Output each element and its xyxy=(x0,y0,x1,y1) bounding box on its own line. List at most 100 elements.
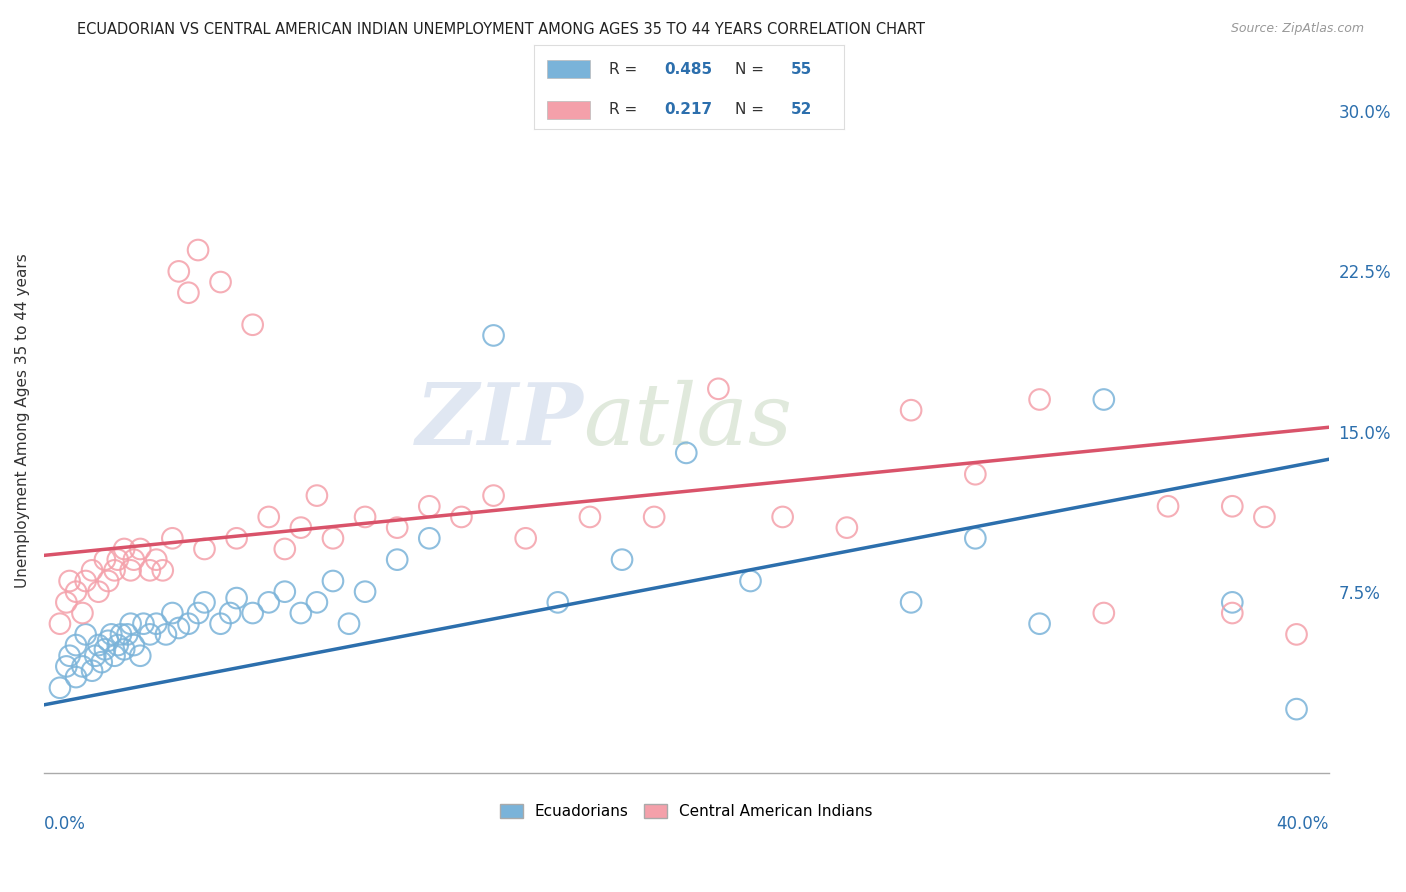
Point xyxy=(94,552,117,566)
Point xyxy=(257,510,280,524)
Point xyxy=(122,552,145,566)
Point xyxy=(257,595,280,609)
Point xyxy=(155,627,177,641)
Y-axis label: Unemployment Among Ages 35 to 44 years: Unemployment Among Ages 35 to 44 years xyxy=(15,253,30,588)
Point xyxy=(80,664,103,678)
Point xyxy=(58,648,80,663)
Point xyxy=(209,616,232,631)
Point xyxy=(107,638,129,652)
Point xyxy=(58,574,80,588)
FancyBboxPatch shape xyxy=(547,101,591,120)
FancyBboxPatch shape xyxy=(547,60,591,78)
Point xyxy=(305,595,328,609)
Point xyxy=(643,510,665,524)
Point xyxy=(177,285,200,300)
Point xyxy=(740,574,762,588)
Point xyxy=(162,606,184,620)
Point xyxy=(117,627,139,641)
Point xyxy=(103,563,125,577)
Point xyxy=(65,584,87,599)
Point xyxy=(610,552,633,566)
Point xyxy=(274,541,297,556)
Point xyxy=(193,541,215,556)
Point xyxy=(187,606,209,620)
Point xyxy=(242,606,264,620)
Text: Source: ZipAtlas.com: Source: ZipAtlas.com xyxy=(1230,22,1364,36)
Point xyxy=(84,648,107,663)
Point xyxy=(145,616,167,631)
Point xyxy=(305,489,328,503)
Point xyxy=(100,627,122,641)
Point xyxy=(65,670,87,684)
Point xyxy=(515,531,537,545)
Point xyxy=(129,541,152,556)
Point xyxy=(107,552,129,566)
Point xyxy=(1220,595,1243,609)
Point xyxy=(579,510,602,524)
Point xyxy=(145,552,167,566)
Point xyxy=(55,595,77,609)
Legend: Ecuadorians, Central American Indians: Ecuadorians, Central American Indians xyxy=(494,798,879,825)
Point xyxy=(167,264,190,278)
Point xyxy=(177,616,200,631)
Text: N =: N = xyxy=(735,103,769,118)
Point xyxy=(139,627,162,641)
Point xyxy=(322,574,344,588)
Point xyxy=(75,627,97,641)
Point xyxy=(1285,702,1308,716)
Point xyxy=(1028,392,1050,407)
Text: 0.485: 0.485 xyxy=(664,62,713,77)
Point xyxy=(482,328,505,343)
Text: atlas: atlas xyxy=(583,379,793,462)
Point xyxy=(1285,627,1308,641)
Point xyxy=(112,541,135,556)
Point xyxy=(1253,510,1275,524)
Point xyxy=(122,638,145,652)
Point xyxy=(242,318,264,332)
Point xyxy=(835,521,858,535)
Point xyxy=(132,616,155,631)
Point xyxy=(120,563,142,577)
Point xyxy=(167,621,190,635)
Point xyxy=(482,489,505,503)
Point xyxy=(139,563,162,577)
Point xyxy=(80,563,103,577)
Point xyxy=(387,521,409,535)
Text: 55: 55 xyxy=(792,62,813,77)
Point xyxy=(219,606,242,620)
Point xyxy=(418,500,440,514)
Text: 52: 52 xyxy=(792,103,813,118)
Point xyxy=(322,531,344,545)
Point xyxy=(547,595,569,609)
Point xyxy=(772,510,794,524)
Point xyxy=(49,616,72,631)
Point xyxy=(65,638,87,652)
Text: N =: N = xyxy=(735,62,769,77)
Text: R =: R = xyxy=(609,62,641,77)
Point xyxy=(1220,606,1243,620)
Point xyxy=(274,584,297,599)
Text: 0.217: 0.217 xyxy=(664,103,713,118)
Point xyxy=(354,510,377,524)
Text: ZIP: ZIP xyxy=(416,379,583,463)
Point xyxy=(120,616,142,631)
Point xyxy=(387,552,409,566)
Point xyxy=(103,648,125,663)
Point xyxy=(112,642,135,657)
Point xyxy=(55,659,77,673)
Point xyxy=(129,648,152,663)
Point xyxy=(1157,500,1180,514)
Point xyxy=(225,531,247,545)
Point xyxy=(193,595,215,609)
Point xyxy=(94,642,117,657)
Point xyxy=(97,574,120,588)
Point xyxy=(965,531,987,545)
Point xyxy=(209,275,232,289)
Text: ECUADORIAN VS CENTRAL AMERICAN INDIAN UNEMPLOYMENT AMONG AGES 35 TO 44 YEARS COR: ECUADORIAN VS CENTRAL AMERICAN INDIAN UN… xyxy=(77,22,925,37)
Point xyxy=(72,606,94,620)
Point xyxy=(110,627,132,641)
Point xyxy=(1092,392,1115,407)
Point xyxy=(707,382,730,396)
Text: 0.0%: 0.0% xyxy=(44,815,86,833)
Point xyxy=(290,606,312,620)
